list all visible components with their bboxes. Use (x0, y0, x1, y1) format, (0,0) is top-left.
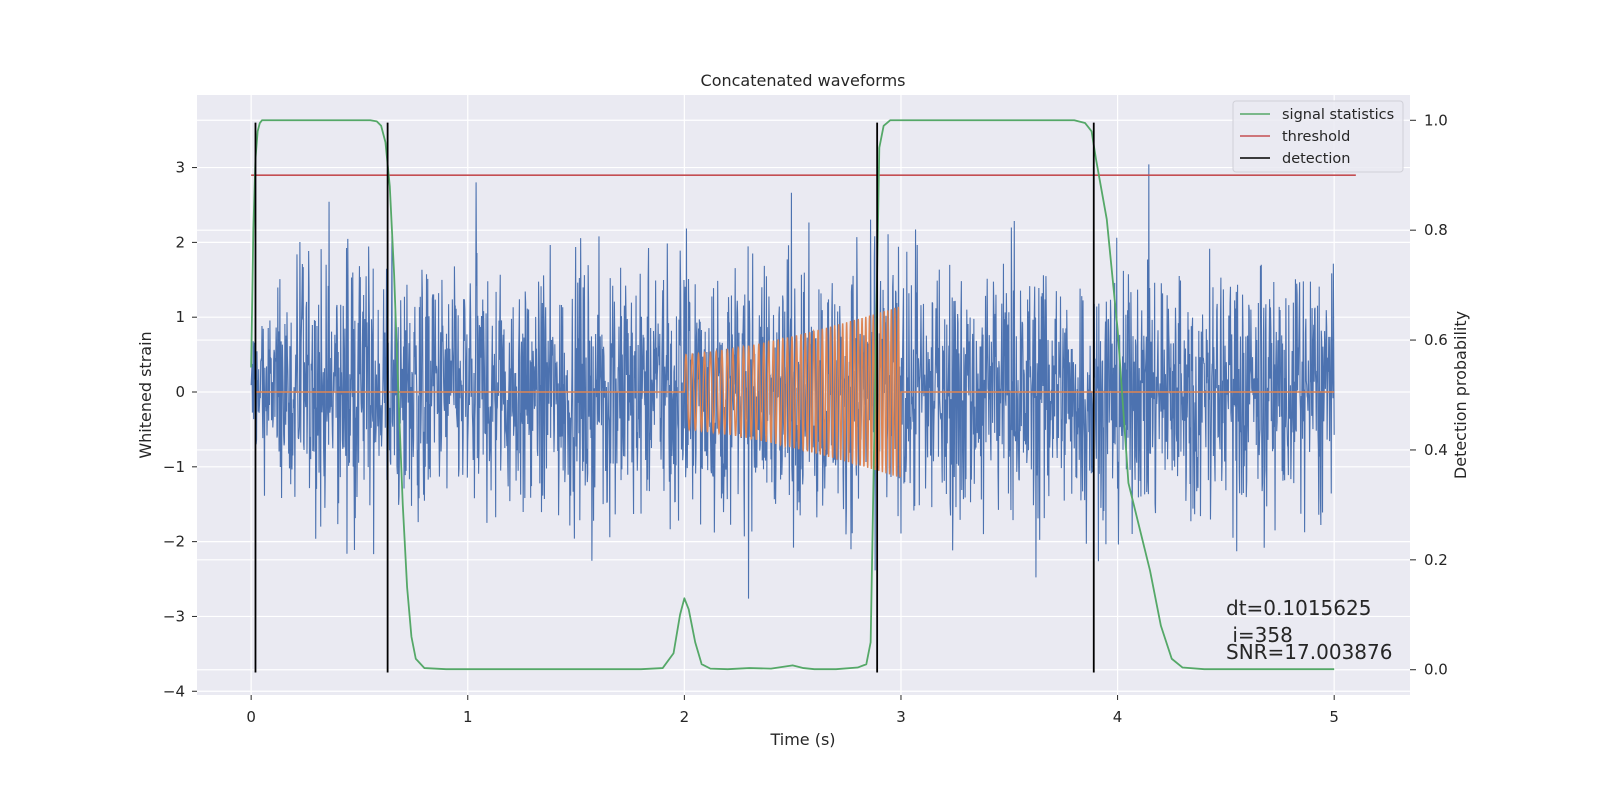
y-right-tick-label: 0.0 (1424, 661, 1448, 679)
template-series (255, 306, 1335, 478)
y-left-tick-label: 0 (175, 383, 185, 401)
chart-title: Concatenated waveforms (701, 71, 906, 90)
x-axis-label: Time (s) (769, 730, 835, 749)
x-tick-label: 3 (896, 708, 906, 726)
y-right-tick-label: 0.4 (1424, 441, 1448, 459)
legend-label-threshold: threshold (1282, 129, 1350, 145)
y-left-tick-label: −3 (163, 607, 185, 625)
y-right-axis-label: Detection probability (1451, 311, 1470, 479)
legend-box (1232, 100, 1404, 173)
legend: signal statistics threshold detection (1232, 100, 1404, 173)
y-right-axis-ticks: 0.0 0.2 0.4 0.6 0.8 1.0 (1410, 111, 1448, 679)
y-left-tick-label: 2 (175, 233, 185, 251)
y-left-tick-label: −1 (163, 458, 185, 476)
annotations: dt=0.1015625 i=358 SNR=17.003876 (1226, 596, 1392, 664)
y-left-axis-label: Whitened strain (136, 331, 155, 458)
legend-label-statistics: signal statistics (1282, 107, 1394, 123)
annotation-dt: dt=0.1015625 (1226, 596, 1371, 620)
y-right-tick-label: 0.2 (1424, 551, 1448, 569)
x-tick-label: 2 (680, 708, 690, 726)
y-left-tick-label: 3 (175, 159, 185, 177)
x-tick-label: 0 (246, 708, 256, 726)
detection-lines (254, 122, 1095, 673)
y-left-axis-ticks: −4 −3 −2 −1 0 1 2 3 (163, 159, 197, 700)
x-tick-label: 1 (463, 708, 473, 726)
y-left-tick-label: −2 (163, 533, 185, 551)
x-tick-label: 4 (1113, 708, 1123, 726)
legend-label-detection: detection (1282, 151, 1350, 167)
y-right-tick-label: 0.6 (1424, 331, 1448, 349)
y-right-tick-label: 0.8 (1424, 221, 1448, 239)
x-axis-ticks: 0 1 2 3 4 5 (246, 695, 1339, 726)
annotation-snr: SNR=17.003876 (1226, 640, 1392, 664)
template-line (255, 306, 1335, 478)
y-left-tick-label: 1 (175, 308, 185, 326)
y-left-tick-label: −4 (163, 682, 185, 700)
annotation-i: i=358 (1226, 623, 1293, 647)
y-right-tick-label: 1.0 (1424, 111, 1448, 129)
x-tick-label: 5 (1329, 708, 1339, 726)
